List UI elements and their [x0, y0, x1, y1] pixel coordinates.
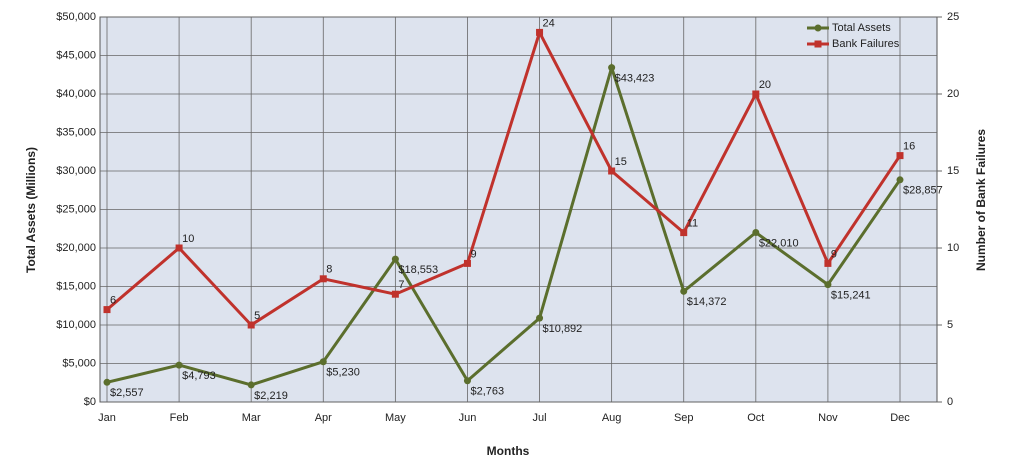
data-label: 9 — [831, 248, 837, 260]
y2-tick-label: 20 — [947, 88, 959, 100]
data-label: 10 — [182, 233, 194, 245]
data-label: 11 — [687, 218, 698, 230]
marker — [463, 259, 471, 267]
data-label: $18,553 — [398, 264, 438, 276]
data-label: $28,857 — [903, 185, 943, 197]
x-tick-label: Nov — [818, 412, 838, 424]
marker — [319, 275, 327, 283]
x-tick-label: May — [385, 412, 406, 424]
marker — [752, 229, 760, 237]
x-tick-label: Jul — [533, 412, 547, 424]
data-label: $2,219 — [254, 390, 288, 402]
y-tick-label: $40,000 — [56, 88, 96, 100]
y2-tick-label: 15 — [947, 165, 959, 177]
x-tick-label: Feb — [170, 412, 189, 424]
series-line — [106, 62, 902, 387]
y-tick-label: $25,000 — [56, 203, 96, 215]
y2-axis-title: Number of Bank Failures — [974, 129, 988, 271]
x-tick-label: Aug — [602, 412, 622, 424]
marker — [680, 229, 688, 237]
marker — [175, 244, 183, 252]
data-label: $5,230 — [326, 367, 360, 379]
x-tick-label: Mar — [242, 412, 261, 424]
y-tick-label: $15,000 — [56, 280, 96, 292]
marker — [319, 358, 327, 366]
marker — [175, 361, 183, 369]
y-tick-label: $5,000 — [62, 357, 96, 369]
legend-label: Total Assets — [832, 22, 891, 34]
legend-label: Bank Failures — [832, 38, 900, 50]
marker — [247, 381, 255, 389]
data-label: 20 — [759, 79, 771, 91]
marker — [824, 281, 832, 289]
y-tick-label: $0 — [84, 396, 96, 408]
data-label: 15 — [615, 156, 627, 168]
data-label: 6 — [110, 295, 116, 307]
y-tick-label: $45,000 — [56, 49, 96, 61]
series-line — [106, 28, 902, 327]
data-label: $22,010 — [759, 237, 799, 249]
marker — [896, 176, 904, 184]
data-label: 16 — [903, 141, 915, 153]
y-tick-label: $35,000 — [56, 126, 96, 138]
marker — [391, 255, 399, 263]
data-label: $4,793 — [182, 370, 216, 382]
data-label: 8 — [326, 264, 332, 276]
data-label: $43,423 — [615, 73, 655, 85]
x-axis-title: Months — [487, 444, 530, 458]
marker — [536, 28, 544, 36]
y2-tick-label: 25 — [947, 11, 959, 23]
data-label: $10,892 — [543, 323, 583, 335]
data-label: 9 — [470, 248, 476, 260]
legend-marker — [814, 40, 822, 48]
data-label: 5 — [254, 310, 260, 322]
data-label: $14,372 — [687, 296, 727, 308]
x-tick-label: Sep — [674, 412, 694, 424]
y-tick-label: $20,000 — [56, 242, 96, 254]
marker — [824, 259, 832, 267]
marker — [680, 287, 688, 295]
data-label: $15,241 — [831, 290, 871, 302]
marker — [463, 377, 471, 385]
data-label: $2,763 — [470, 386, 504, 398]
y2-tick-label: 0 — [947, 396, 953, 408]
y-tick-label: $10,000 — [56, 319, 96, 331]
y-tick-label: $30,000 — [56, 165, 96, 177]
marker — [608, 64, 616, 72]
marker — [391, 290, 399, 298]
x-tick-label: Dec — [890, 412, 910, 424]
marker — [247, 321, 255, 329]
x-tick-label: Jun — [459, 412, 477, 424]
x-tick-label: Apr — [315, 412, 332, 424]
x-tick-label: Jan — [98, 412, 116, 424]
data-label: $2,557 — [110, 387, 144, 399]
marker — [752, 90, 760, 98]
legend-marker — [814, 24, 822, 32]
y-axis-title: Total Assets (Millions) — [24, 147, 38, 273]
y-tick-label: $50,000 — [56, 11, 96, 23]
marker — [103, 378, 111, 386]
y2-tick-label: 5 — [947, 319, 953, 331]
marker — [103, 306, 111, 314]
marker — [536, 314, 544, 322]
marker — [608, 167, 616, 175]
y2-tick-label: 10 — [947, 242, 959, 254]
x-tick-label: Oct — [747, 412, 764, 424]
data-label: 24 — [543, 17, 555, 29]
data-label: 7 — [398, 279, 404, 291]
marker — [896, 152, 904, 160]
